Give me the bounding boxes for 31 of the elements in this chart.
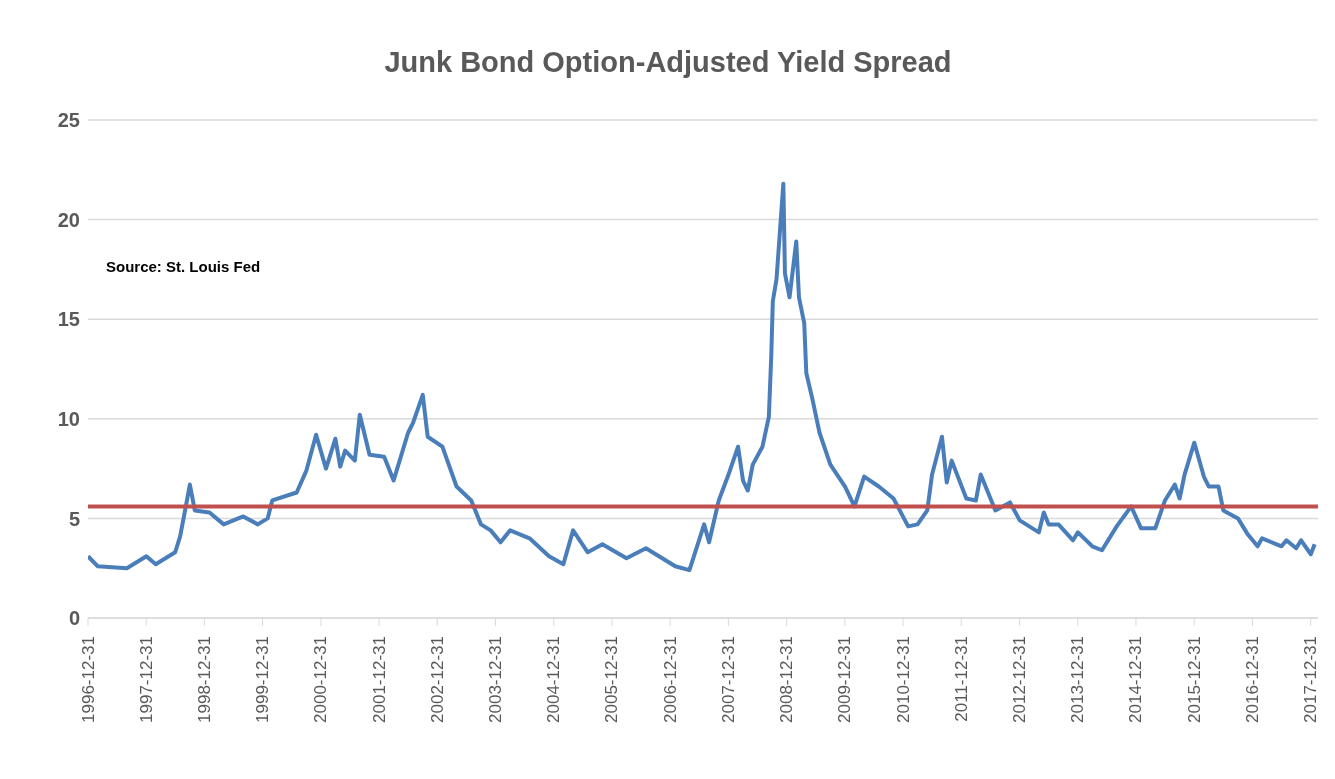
y-tick-label: 10 <box>57 407 80 430</box>
x-tick-label: 2011-12-31 <box>951 636 971 722</box>
x-tick-label: 2004-12-31 <box>544 636 564 723</box>
y-tick-label: 20 <box>57 208 80 231</box>
x-tick-label: 1999-12-31 <box>253 636 273 723</box>
x-tick-label: 2017-12-31 <box>1301 636 1321 723</box>
x-tick-label: 2008-12-31 <box>777 636 797 723</box>
x-tick-label: 2000-12-31 <box>311 636 331 723</box>
annotation: Source: St. Louis Fed <box>106 258 261 275</box>
x-tick-label: 2015-12-31 <box>1184 636 1204 723</box>
x-tick-label: 2016-12-31 <box>1242 636 1262 723</box>
y-tick-label: 5 <box>68 507 80 530</box>
x-tick-label: 2002-12-31 <box>427 636 447 723</box>
line-series <box>88 181 1317 573</box>
x-tick-label: 2010-12-31 <box>893 636 913 723</box>
x-tick-label: 2009-12-31 <box>835 636 855 723</box>
y-tick-label: 15 <box>57 308 80 331</box>
y-tick-label: 0 <box>68 607 80 630</box>
x-tick-label: 2012-12-31 <box>1010 636 1030 723</box>
x-tick-label: 2007-12-31 <box>718 636 738 723</box>
chart-title: Junk Bond Option-Adjusted Yield Spread <box>383 46 953 79</box>
x-tick-label: 1998-12-31 <box>194 636 214 723</box>
x-tick-label: 2001-12-31 <box>369 636 389 723</box>
x-tick-label: 2013-12-31 <box>1068 636 1088 723</box>
x-tick-label: 2014-12-31 <box>1126 636 1146 723</box>
x-tick-label: 2003-12-31 <box>485 636 505 723</box>
x-tick-label: 1996-12-31 <box>78 636 98 723</box>
y-tick-label: 25 <box>57 109 80 132</box>
x-tick-label: 2005-12-31 <box>602 636 622 723</box>
x-tick-label: 2006-12-31 <box>660 636 680 723</box>
x-tick-label: 1997-12-31 <box>136 636 156 723</box>
